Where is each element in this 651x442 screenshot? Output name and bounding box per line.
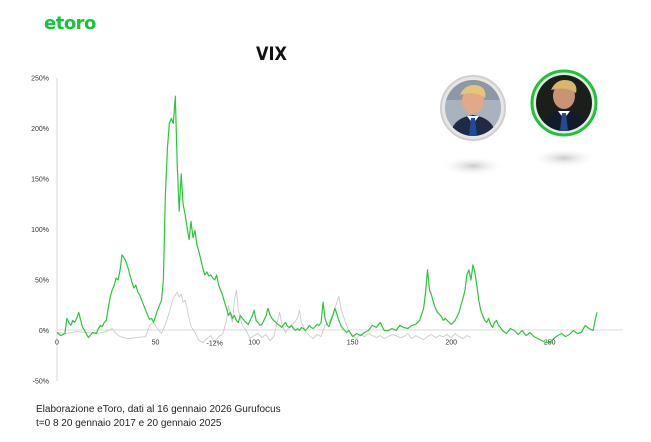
footer-note: t=0 8 20 gennaio 2017 e 20 gennaio 2025 (36, 418, 222, 429)
etoro-logo: etoro (44, 13, 96, 34)
chart-title: VIX (255, 43, 287, 65)
person-portrait-icon (440, 75, 506, 141)
portraits (440, 69, 598, 176)
portrait-shadow (440, 156, 506, 176)
portrait-shadow (531, 148, 597, 168)
y-tick-labels: 250% 200% 150% 100% 50% 0% -50% (31, 76, 49, 386)
x-tick-label: 200 (445, 340, 457, 347)
series-line-first-term (56, 289, 472, 344)
annotation-label: -12% (207, 341, 223, 348)
y-tick-label: 150% (31, 177, 49, 184)
x-tick-labels: 0 50 100 150 200 250 (55, 340, 556, 347)
y-tick-label: 50% (35, 278, 49, 285)
y-tick-label: 250% (31, 76, 49, 83)
axes (56, 78, 623, 381)
series-layer (56, 95, 598, 344)
etoro-logo-text: etoro (44, 13, 96, 34)
y-tick-label: 200% (31, 126, 49, 133)
x-tick-label: 100 (248, 340, 260, 347)
y-tick-label: 0% (39, 328, 49, 335)
x-tick-label: 0 (55, 340, 59, 347)
y-tick-label: 100% (31, 227, 49, 234)
y-tick-label: -50% (33, 379, 49, 386)
x-tick-label: 150 (347, 340, 359, 347)
footer-source: Elaborazione eToro, dati al 16 gennaio 2… (36, 404, 281, 415)
series-line-second-term (56, 95, 598, 344)
x-tick-label: 50 (152, 340, 160, 347)
person-portrait-icon (530, 69, 598, 137)
annotations: -12% (207, 341, 223, 348)
